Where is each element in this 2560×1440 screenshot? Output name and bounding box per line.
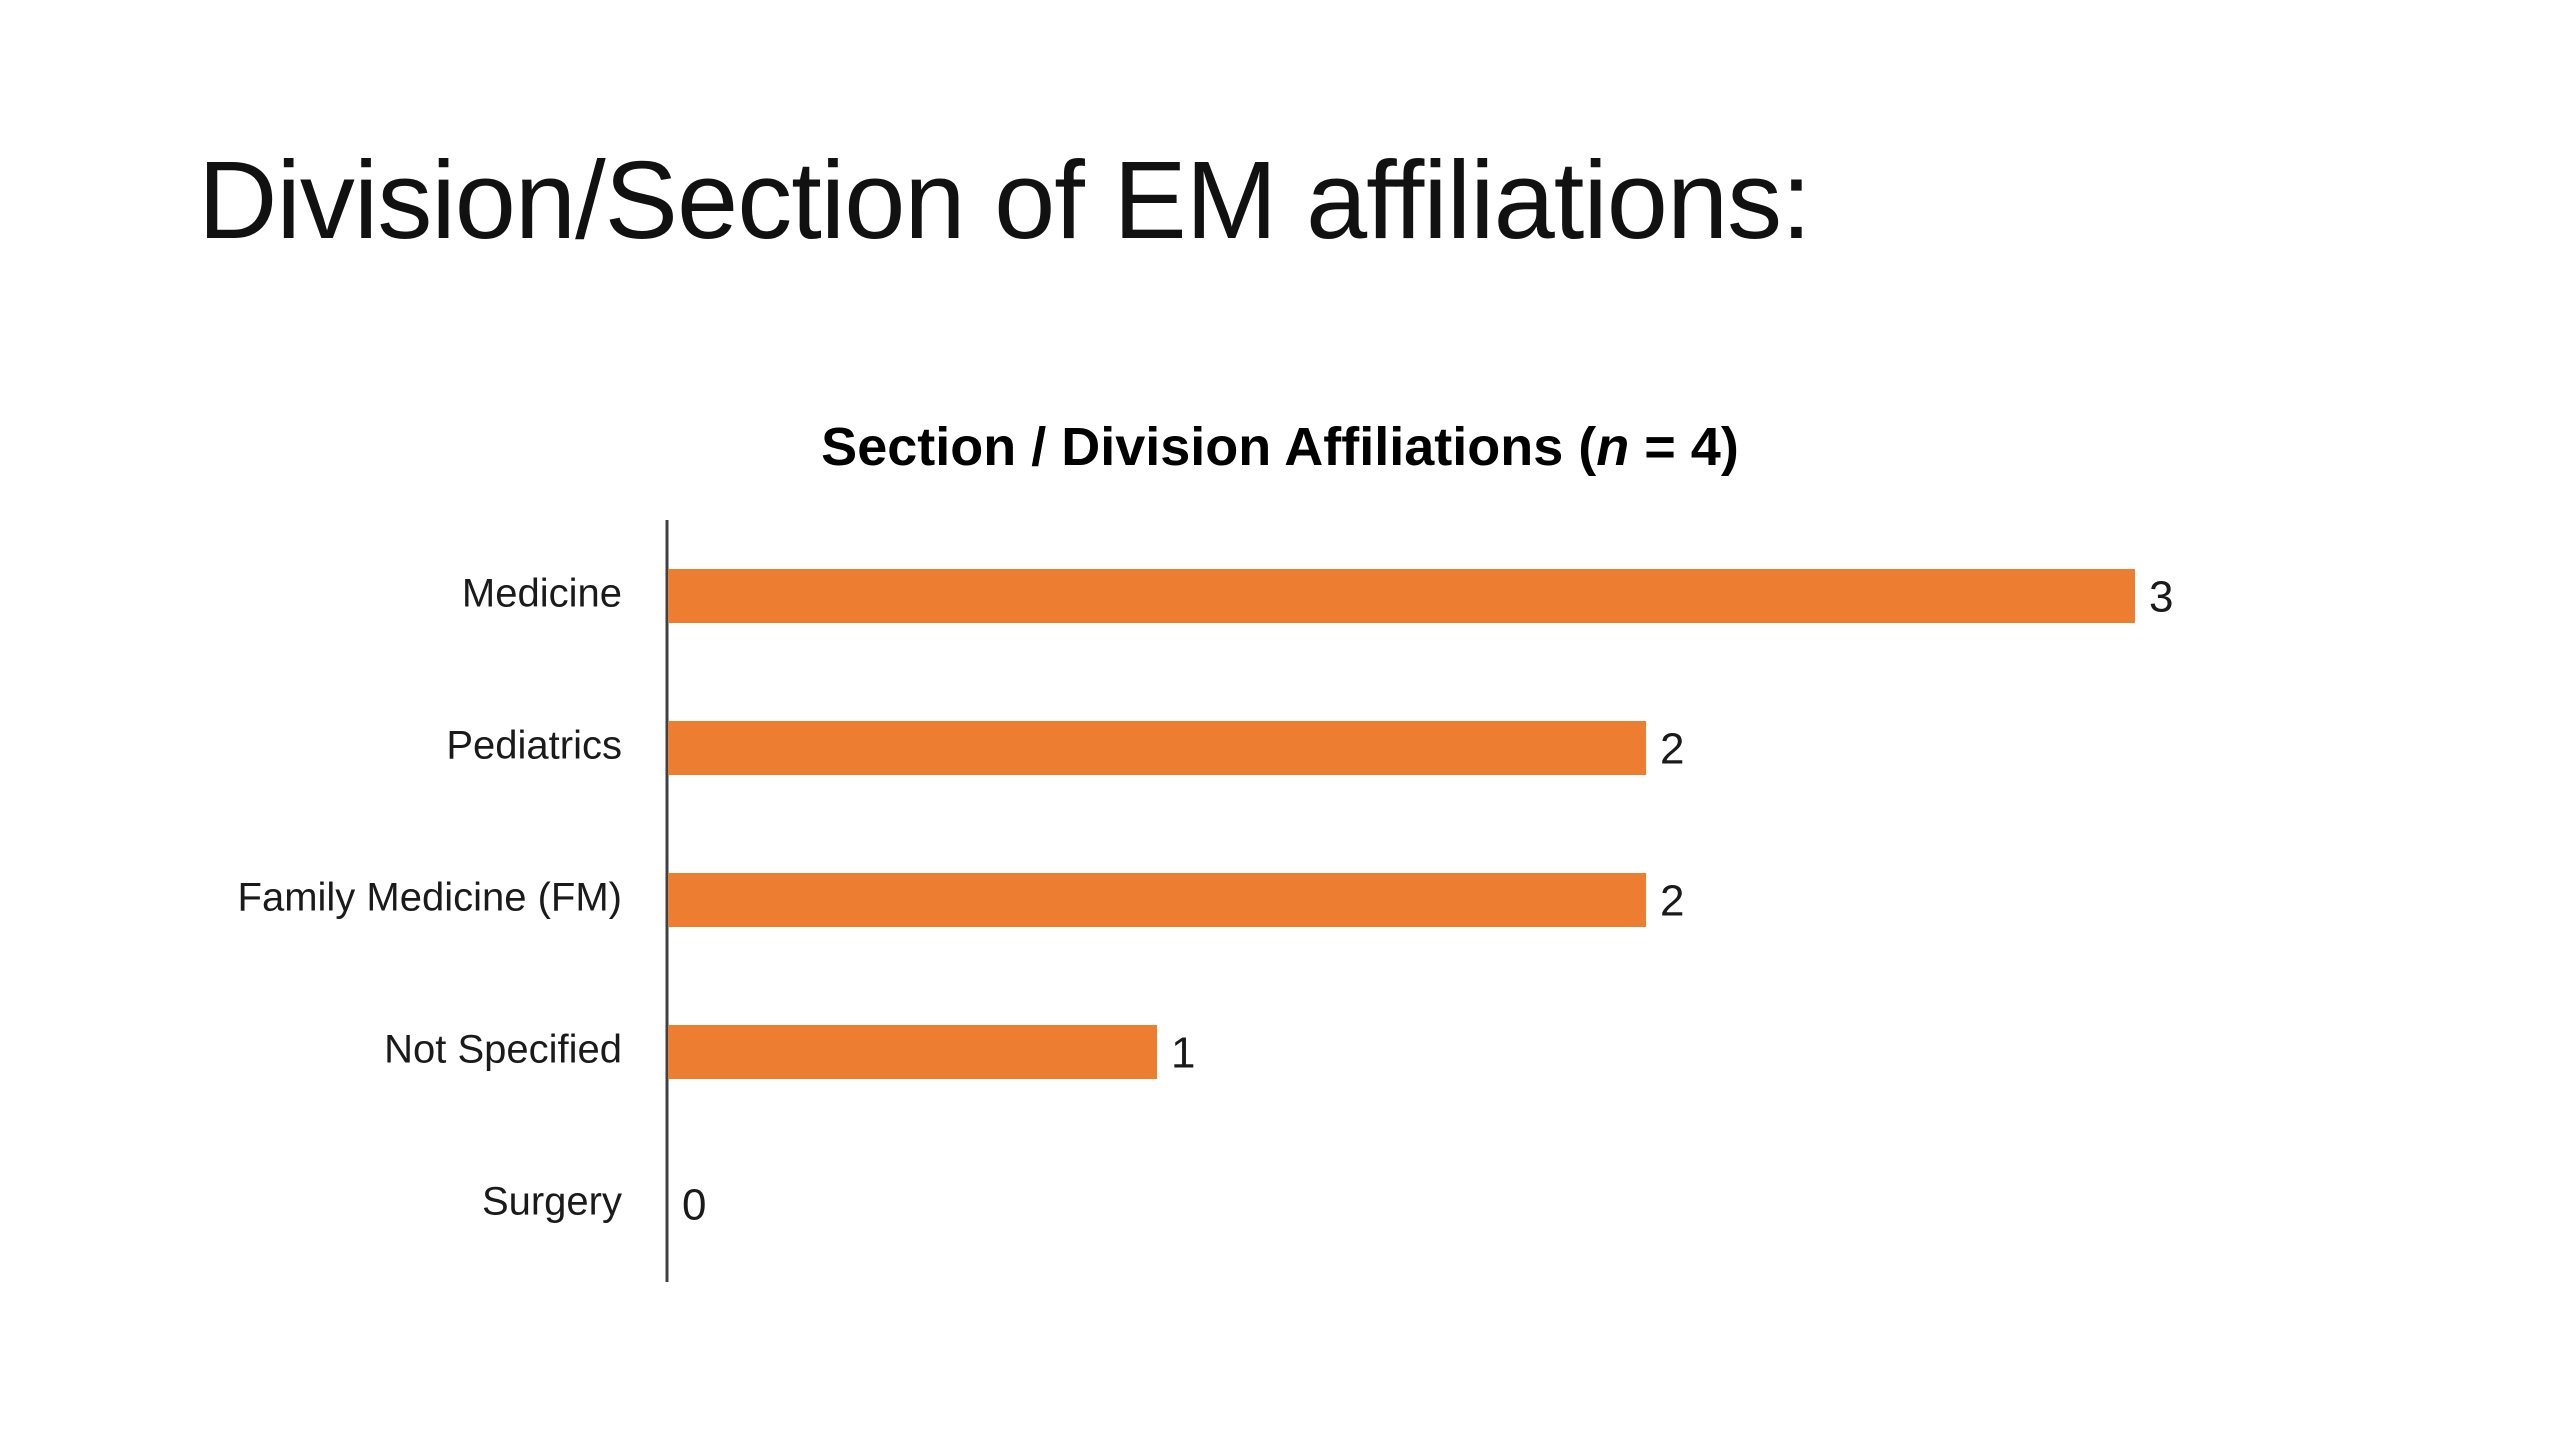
value-label-family-medicine-fm: 2 [1660,877,1684,926]
category-label-surgery: Surgery [482,1180,622,1224]
bar-family-medicine-fm [668,873,1646,927]
category-label-pediatrics: Pediatrics [446,724,622,768]
value-label-surgery: 0 [682,1181,706,1230]
category-label-medicine: Medicine [462,572,622,616]
bars-group: Medicine 3 Pediatrics 2 Family Medicine (FM)… [238,569,2173,1230]
category-label-family-medicine-fm: Family Medicine (FM) [238,876,622,920]
chart-title: Section / Division Affiliations (n = 4) [821,417,1739,477]
value-label-pediatrics: 2 [1660,725,1684,774]
bar-not-specified [668,1025,1157,1079]
category-label-not-specified: Not Specified [384,1028,622,1072]
chart-title-prefix: Section / Division Affiliations ( [821,417,1596,477]
bar-pediatrics [668,721,1646,775]
slide-title: Division/Section of EM affiliations: [198,139,1812,262]
bar-medicine [668,569,2135,623]
value-label-medicine: 3 [2149,573,2173,622]
chart-title-variable: n [1596,417,1629,477]
value-label-not-specified: 1 [1171,1029,1195,1078]
chart-title-suffix: = 4) [1629,417,1739,477]
